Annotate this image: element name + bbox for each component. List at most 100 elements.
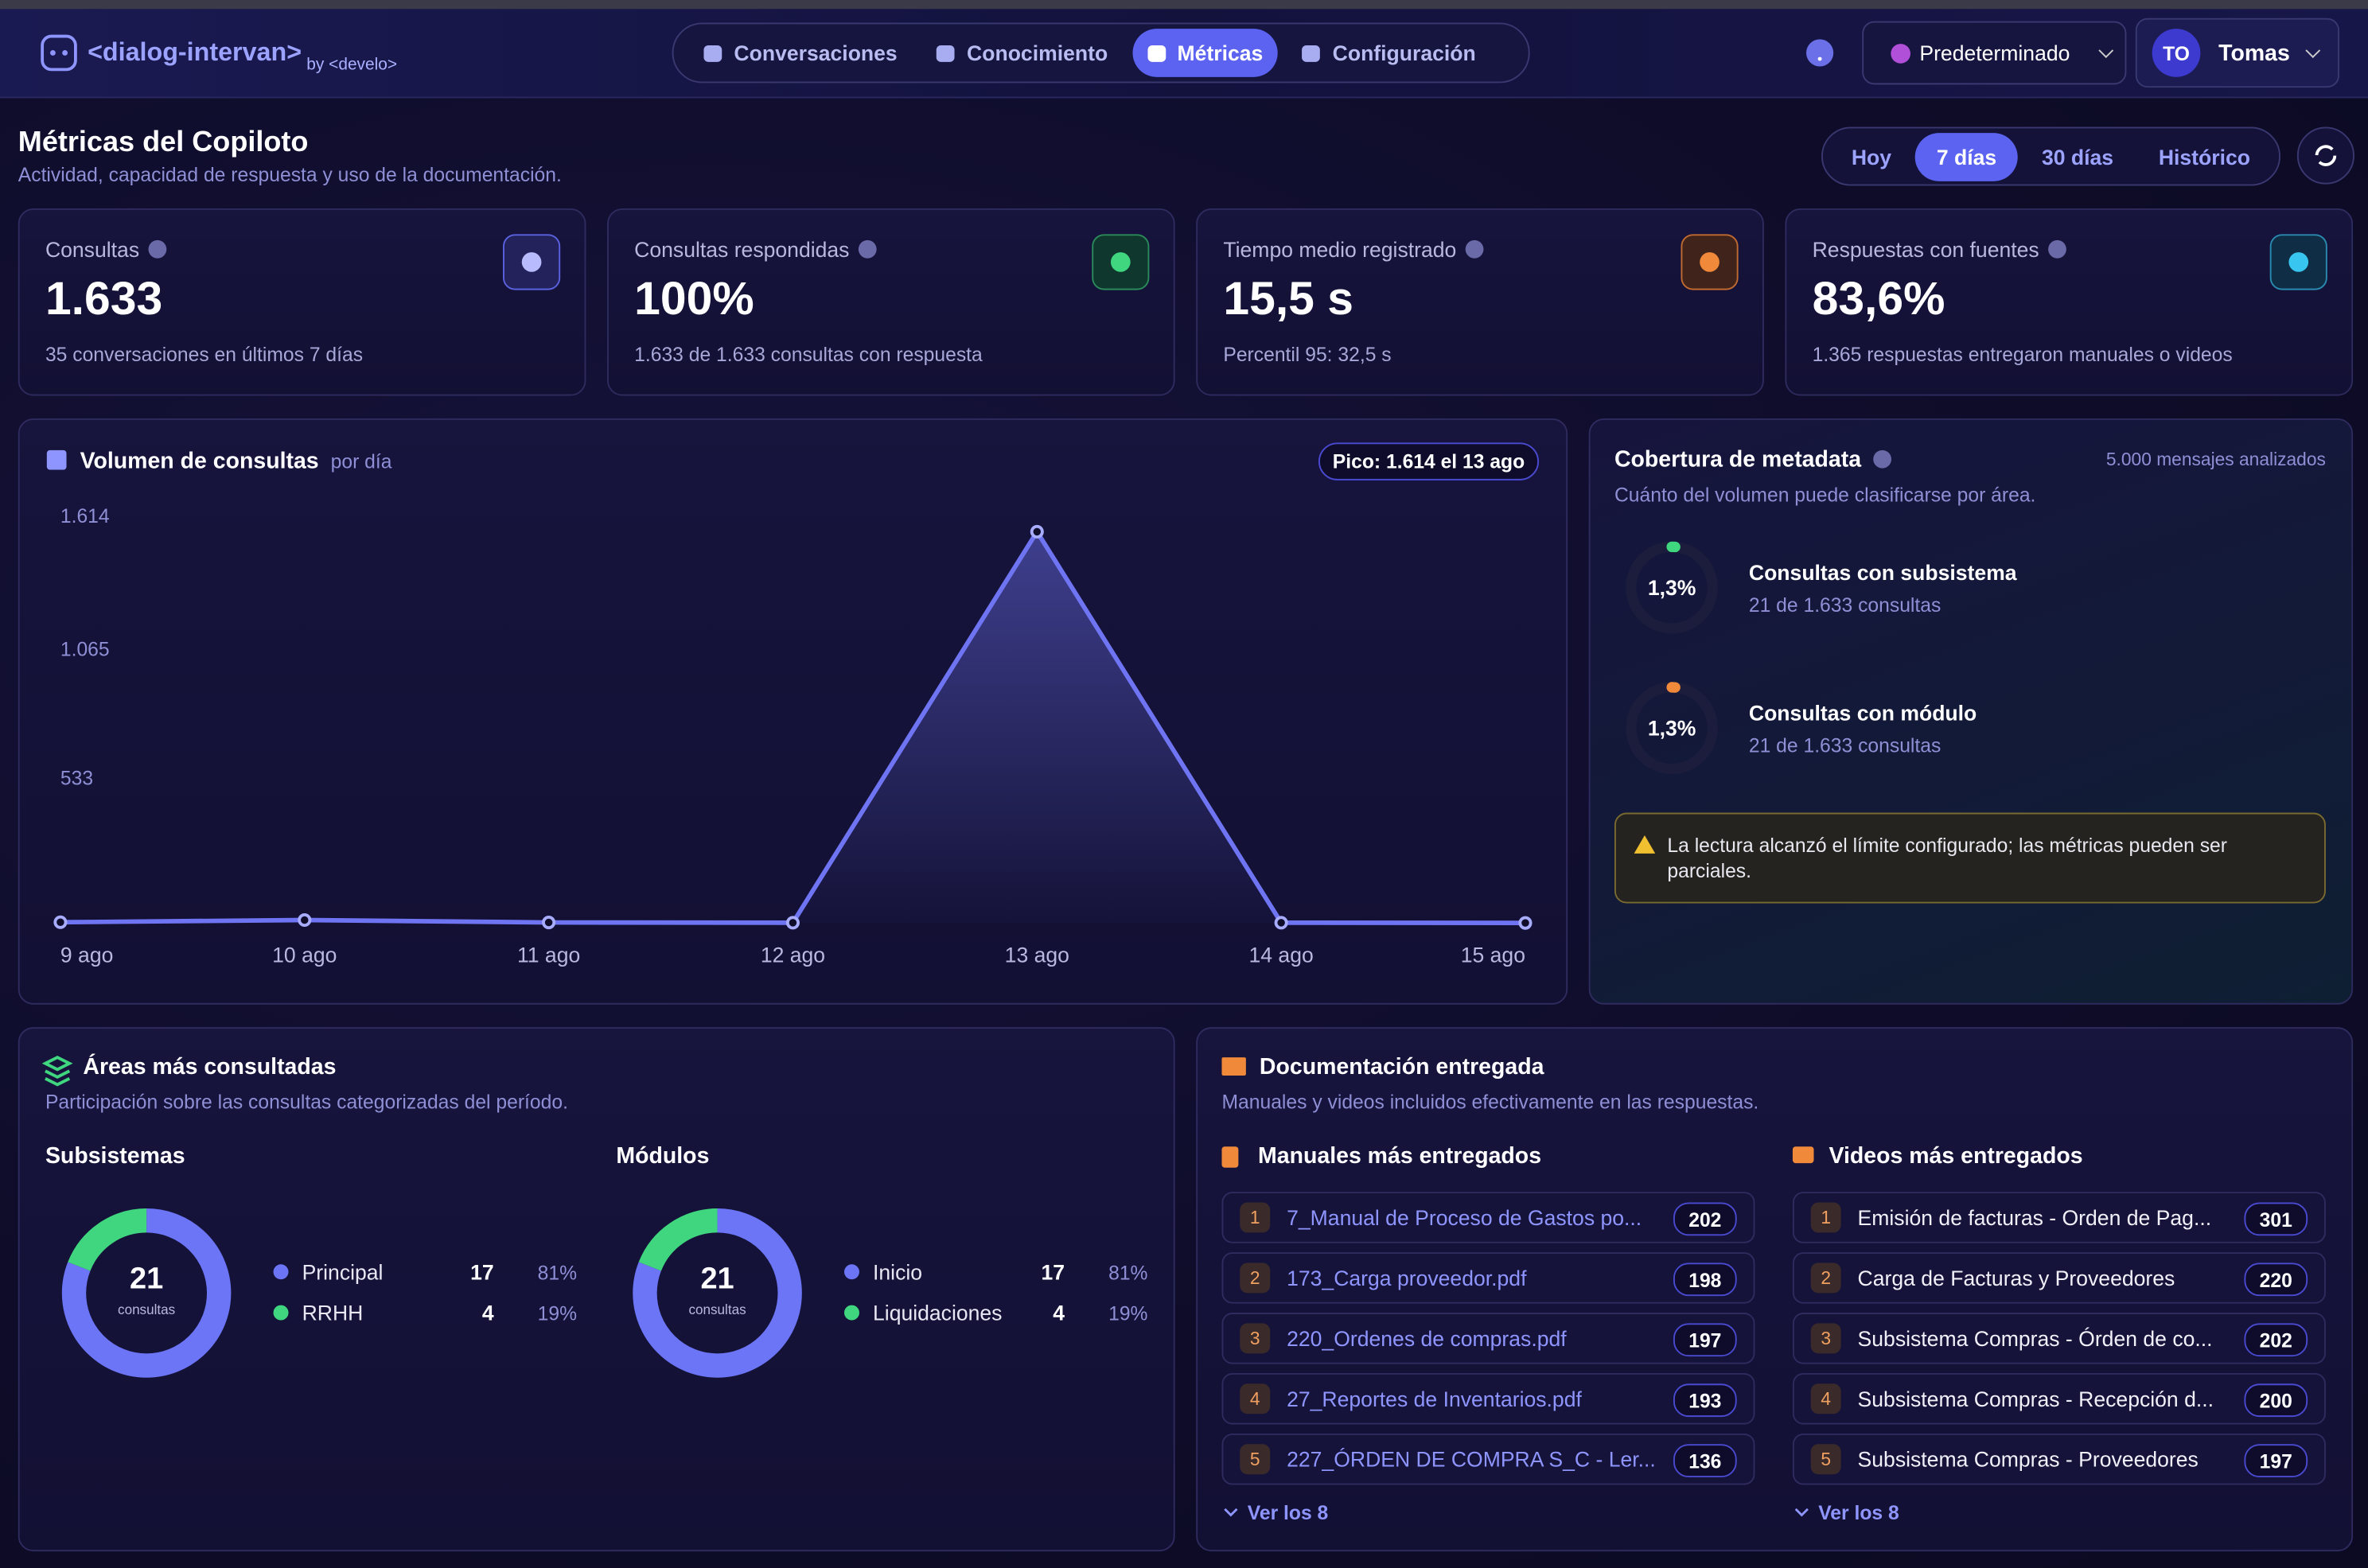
kpi-icon — [2269, 234, 2327, 290]
kpi-card — [606, 208, 1175, 396]
range-selector: Hoy 7 días 30 días Histórico — [1821, 126, 2280, 186]
warning-text: La lectura alcanzó el límite configurado… — [1667, 834, 2227, 882]
doc-row[interactable] — [1221, 1313, 1755, 1364]
user-menu[interactable]: TO Tomas — [2135, 18, 2340, 88]
logo-by: by <develo> — [306, 56, 398, 75]
nav-icon — [937, 45, 955, 61]
profile-name: Predeterminado — [1919, 41, 2070, 65]
doc-name: Subsistema Compras - Recepción d... — [1857, 1387, 2214, 1411]
kpi-card — [1196, 208, 1764, 396]
kpi-icon — [503, 234, 561, 290]
doc-row[interactable] — [1792, 1313, 2326, 1364]
doc-rank: 1 — [1810, 1202, 1841, 1233]
kpi-value: 100% — [634, 271, 754, 325]
areas-title: Áreas más consultadas — [83, 1054, 337, 1080]
kpi-value: 83,6% — [1812, 271, 1945, 325]
group-title: Subsistemas — [45, 1143, 185, 1169]
doc-row[interactable] — [1221, 1192, 1755, 1243]
coverage-count: 5.000 mensajes analizados — [2105, 448, 2326, 470]
nav-item[interactable]: Conversaciones — [688, 29, 912, 77]
doc-row[interactable] — [1792, 1192, 2326, 1243]
coverage-title: Cobertura de metadata — [1614, 447, 1862, 473]
docs-title: Documentación entregada — [1259, 1054, 1544, 1080]
nav-label: Configuración — [1332, 41, 1476, 65]
doc-count: 197 — [1673, 1323, 1737, 1357]
kpi-card — [1785, 208, 2354, 396]
doc-count: 200 — [2244, 1383, 2308, 1418]
kpi-value: 1.633 — [45, 271, 163, 325]
doc-row[interactable] — [1792, 1373, 2326, 1425]
range-option[interactable]: Histórico — [2158, 144, 2251, 169]
doc-count: 202 — [2244, 1323, 2308, 1357]
list-title: Manuales más entregados — [1258, 1143, 1542, 1169]
doc-name: 27_Reportes de Inventarios.pdf — [1287, 1387, 1582, 1411]
doc-row[interactable] — [1792, 1433, 2326, 1485]
nav-label: Conocimiento — [967, 41, 1108, 65]
range-option[interactable]: 30 días — [2041, 144, 2114, 169]
kpi-label: Respuestas con fuentes — [1812, 237, 2039, 262]
doc-row[interactable] — [1221, 1433, 1755, 1485]
doc-count: 198 — [1673, 1263, 1737, 1297]
page-subtitle: Actividad, capacidad de respuesta y uso … — [18, 163, 562, 186]
kpi-card — [18, 208, 586, 396]
doc-row[interactable] — [1792, 1252, 2326, 1304]
list-title: Videos más entregados — [1829, 1143, 2083, 1169]
coverage-item-note: 21 de 1.633 consultas — [1748, 733, 1942, 757]
kpi-note: 1.365 respuestas entregaron manuales o v… — [1812, 343, 2233, 366]
chevron — [2305, 42, 2321, 58]
doc-name: Subsistema Compras - Proveedores — [1857, 1447, 2199, 1472]
areas-subtitle: Participación sobre las consultas catego… — [45, 1090, 568, 1114]
profile-select[interactable]: Predeterminado — [1862, 21, 2127, 85]
logo: <dialog-intervan> — [88, 37, 302, 67]
doc-rank: 4 — [1810, 1383, 1841, 1414]
doc-row[interactable] — [1221, 1373, 1755, 1425]
doc-name: 227_ÓRDEN DE COMPRA S_C - Ler... — [1287, 1447, 1656, 1472]
doc-count: 202 — [1673, 1202, 1737, 1236]
coverage-item-title: Consultas con módulo — [1748, 701, 1977, 726]
chart-subtitle: por día — [330, 449, 392, 473]
chart-badge: Pico: 1.614 el 13 ago — [1318, 442, 1540, 481]
user-avatar: TO — [2152, 29, 2201, 77]
doc-row[interactable] — [1221, 1252, 1755, 1304]
doc-rank: 2 — [1810, 1263, 1841, 1294]
doc-count: 301 — [2244, 1202, 2308, 1236]
nav-icon — [703, 45, 722, 61]
kpi-note: 35 conversaciones en últimos 7 días — [45, 343, 364, 366]
coverage-item-note: 21 de 1.633 consultas — [1748, 593, 1942, 617]
nav-item[interactable]: Configuración — [1287, 29, 1491, 77]
doc-name: 173_Carga proveedor.pdf — [1287, 1266, 1527, 1290]
doc-rank: 1 — [1240, 1202, 1271, 1233]
chevron — [2097, 42, 2113, 58]
doc-count: 136 — [1673, 1444, 1737, 1478]
nav-label: Conversaciones — [734, 41, 898, 65]
kpi-label: Tiempo medio registrado — [1223, 237, 1457, 262]
nav-item[interactable]: Métricas — [1131, 29, 1279, 77]
doc-name: 220_Ordenes de compras.pdf — [1287, 1326, 1567, 1351]
chart-title: Volumen de consultas — [80, 448, 319, 475]
warning-box — [1614, 812, 2326, 904]
nav: Conversaciones Conocimiento Métricas Config… — [672, 22, 1530, 84]
doc-name: Carga de Facturas y Proveedores — [1857, 1266, 2175, 1290]
window-bar — [0, 0, 2368, 10]
user-name: Tomas — [2218, 40, 2290, 66]
doc-rank: 5 — [1810, 1444, 1841, 1475]
range-option[interactable]: Hoy — [1851, 144, 1892, 169]
doc-name: Subsistema Compras - Órden de co... — [1857, 1326, 2213, 1351]
more-link[interactable]: Ver los 8 — [1247, 1501, 1329, 1524]
docs-subtitle: Manuales y videos incluidos efectivament… — [1221, 1090, 1759, 1114]
refresh-button[interactable] — [2296, 126, 2354, 185]
range-option[interactable]: 7 días — [1915, 132, 2018, 181]
coverage-subtitle: Cuánto del volumen puede clasificarse po… — [1614, 483, 2036, 507]
kpi-icon — [1092, 234, 1150, 290]
kpi-value: 15,5 s — [1223, 271, 1353, 325]
kpi-label: Consultas respondidas — [634, 237, 850, 262]
more-link[interactable]: Ver los 8 — [1818, 1501, 1899, 1524]
nav-icon — [1302, 45, 1321, 61]
kpi-note: Percentil 95: 32,5 s — [1223, 343, 1392, 366]
doc-rank: 4 — [1240, 1383, 1271, 1414]
chart-card — [18, 418, 1568, 1005]
nav-item[interactable]: Conocimiento — [921, 29, 1123, 77]
doc-rank: 3 — [1810, 1323, 1841, 1354]
nav-icon — [1147, 45, 1166, 61]
